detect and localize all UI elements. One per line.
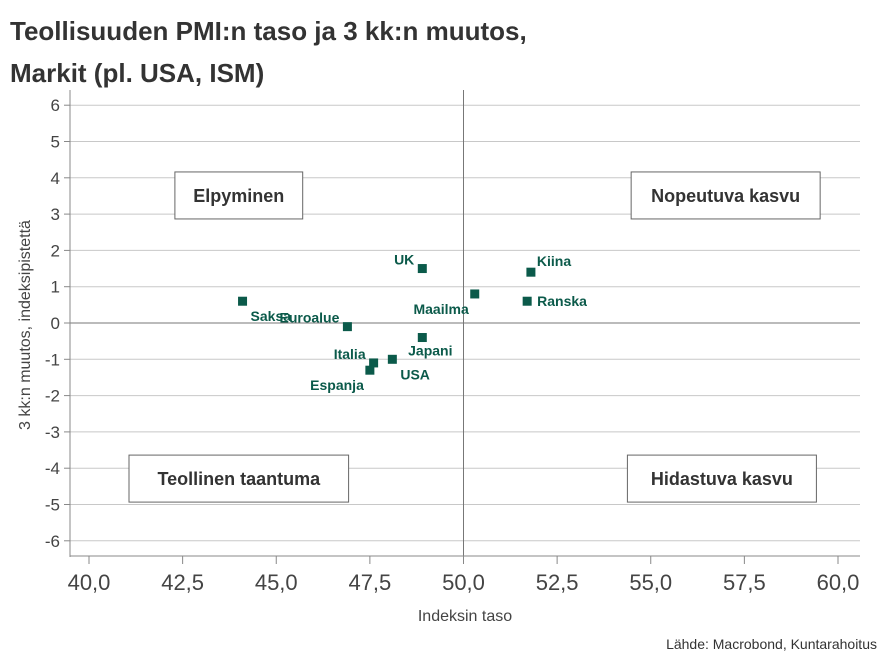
x-tick-label: 40,0 xyxy=(68,570,111,595)
data-point-italia: Italia xyxy=(334,346,379,368)
data-point-espanja: Espanja xyxy=(310,365,375,393)
point-marker xyxy=(417,333,427,343)
quadrant-annotation: Teollinen taantuma xyxy=(128,454,350,503)
point-label: Maailma xyxy=(413,301,468,317)
chart-title: Teollisuuden PMI:n taso ja 3 kk:n muutos… xyxy=(10,10,527,94)
y-tick-label: 6 xyxy=(51,96,60,115)
point-label: USA xyxy=(400,366,430,382)
x-tick-label: 52,5 xyxy=(536,570,579,595)
point-marker xyxy=(238,296,248,306)
x-tick-label: 57,5 xyxy=(723,570,766,595)
x-tick-label: 60,0 xyxy=(817,570,860,595)
y-tick-label: 2 xyxy=(51,241,60,260)
point-marker xyxy=(417,264,427,274)
y-tick-label: -6 xyxy=(45,532,60,551)
data-point-usa: USA xyxy=(387,354,430,382)
point-label: Saksa xyxy=(251,308,292,324)
x-axis-label: Indeksin taso xyxy=(418,608,512,625)
data-point-euroalue: Euroalue xyxy=(279,310,352,332)
point-label: Ranska xyxy=(537,293,587,309)
point-layer: Saksa UK Euroalue Japani Italia USA Espanja Kii… xyxy=(238,252,587,393)
annotation-layer: Elpyminen Nopeutuva kasvu Teollinen taantu… xyxy=(128,171,821,503)
quadrant-annotation: Elpyminen xyxy=(174,171,304,220)
annotation-text: Teollinen taantuma xyxy=(157,469,321,489)
point-label: Italia xyxy=(334,346,366,362)
data-point-saksa: Saksa xyxy=(238,296,292,324)
y-tick-label: -4 xyxy=(45,459,60,478)
annotation-text: Nopeutuva kasvu xyxy=(651,186,800,206)
point-marker xyxy=(365,365,375,375)
y-axis-label: 3 kk:n muutos, indeksipistettä xyxy=(17,220,34,430)
chart-title-line-1: Teollisuuden PMI:n taso ja 3 kk:n muutos… xyxy=(10,16,527,46)
point-marker xyxy=(369,358,379,368)
point-label: UK xyxy=(394,252,414,268)
axis-layer: 6 5 4 3 2 1 0 -1 -2 -3 -4 -5 -6 40,0 42,5 45,0 47,5 50,0 5… xyxy=(45,90,860,595)
y-tick-label: -3 xyxy=(45,423,60,442)
data-point-japani: Japani xyxy=(408,333,452,359)
x-tick-label: 42,5 xyxy=(161,570,204,595)
point-marker xyxy=(526,267,536,277)
x-tick-label: 50,0 xyxy=(442,570,485,595)
point-marker xyxy=(470,289,480,299)
point-label: Kiina xyxy=(537,253,571,269)
point-label: Euroalue xyxy=(279,310,339,326)
data-point-uk: UK xyxy=(394,252,427,274)
y-tick-label: 0 xyxy=(51,314,60,333)
x-tick-label: 55,0 xyxy=(629,570,672,595)
annotation-box xyxy=(630,171,821,220)
quadrant-annotation: Hidastuva kasvu xyxy=(626,454,817,503)
y-tick-label: 1 xyxy=(51,278,60,297)
point-label: Japani xyxy=(408,343,452,359)
y-tick-label: -1 xyxy=(45,350,60,369)
annotation-box xyxy=(174,171,304,220)
y-tick-label: -5 xyxy=(45,496,60,515)
y-tick-label: 3 xyxy=(51,205,60,224)
x-tick-label: 45,0 xyxy=(255,570,298,595)
annotation-box xyxy=(128,454,350,503)
point-marker xyxy=(522,296,532,306)
y-tick-label: 5 xyxy=(51,133,60,152)
point-marker xyxy=(387,354,397,364)
quadrant-annotation: Nopeutuva kasvu xyxy=(630,171,821,220)
y-tick-label: 4 xyxy=(51,169,60,188)
y-tick-label: -2 xyxy=(45,387,60,406)
annotation-text: Elpyminen xyxy=(193,186,284,206)
data-point-ranska: Ranska xyxy=(522,293,587,309)
data-point-maailma: Maailma xyxy=(413,289,480,317)
chart-title-line-2: Markit (pl. USA, ISM) xyxy=(10,58,265,88)
data-point-kiina: Kiina xyxy=(526,253,571,277)
point-label: Espanja xyxy=(310,377,364,393)
x-tick-label: 47,5 xyxy=(348,570,391,595)
grid-layer xyxy=(70,90,860,556)
source-note: Lähde: Macrobond, Kuntarahoitus xyxy=(666,636,877,652)
annotation-box xyxy=(626,454,817,503)
annotation-text: Hidastuva kasvu xyxy=(651,469,793,489)
point-marker xyxy=(342,322,352,332)
